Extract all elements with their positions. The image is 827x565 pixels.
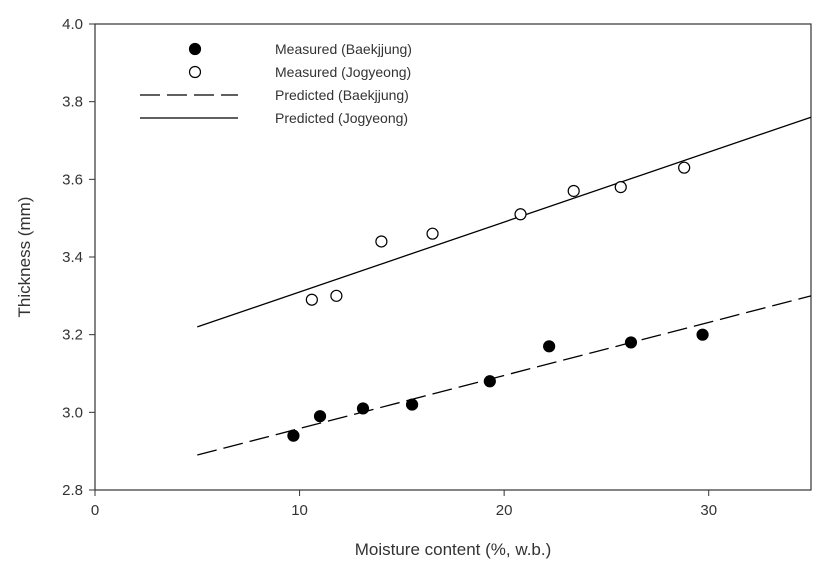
legend-label: Measured (Baekjjung) — [275, 41, 412, 57]
y-tick-label: 3.4 — [62, 249, 83, 266]
data-point-filled — [483, 375, 496, 388]
data-point-filled — [543, 340, 556, 353]
legend: Measured (Baekjjung) Measured (Jogyeong) P… — [140, 41, 412, 126]
series-points — [287, 161, 709, 442]
legend-marker-swatch — [188, 65, 202, 79]
data-point-open — [375, 235, 388, 248]
data-point-open — [614, 181, 627, 194]
data-point-open — [678, 161, 691, 174]
predicted-line-dashed — [197, 295, 812, 456]
axis-ticks: 0 10 20 30 2.8 3.0 3.2 3.4 3.6 3.8 4.0 — [62, 16, 717, 519]
x-tick-label: 20 — [496, 502, 513, 519]
series-lines — [197, 116, 812, 456]
legend-marker-swatch — [188, 42, 202, 56]
predicted-line-solid — [197, 116, 812, 328]
y-tick-label: 3.0 — [62, 404, 83, 421]
x-tick-label: 30 — [700, 502, 717, 519]
legend-label: Predicted (Baekjjung) — [275, 87, 409, 103]
data-point-filled — [313, 410, 327, 423]
y-tick-label: 3.6 — [62, 171, 83, 188]
y-axis-title: Thickness (mm) — [15, 197, 34, 318]
data-point-filled — [356, 402, 370, 415]
x-axis-title: Moisture content (%, w.b.) — [355, 540, 552, 559]
data-point-open — [305, 293, 318, 306]
data-point-filled — [696, 328, 709, 341]
x-tick-label: 10 — [291, 502, 308, 519]
y-tick-label: 3.2 — [62, 327, 83, 344]
plot-frame — [94, 23, 812, 491]
data-point-open — [514, 208, 527, 221]
x-tick-label: 0 — [91, 502, 99, 519]
legend-label: Measured (Jogyeong) — [275, 64, 411, 80]
data-point-filled — [287, 429, 300, 442]
y-tick-label: 3.8 — [62, 94, 83, 111]
y-tick-label: 2.8 — [62, 482, 83, 499]
legend-label: Predicted (Jogyeong) — [275, 110, 408, 126]
data-point-filled — [624, 336, 638, 349]
data-point-filled — [405, 398, 419, 411]
data-point-open — [330, 289, 343, 302]
data-point-open — [567, 184, 580, 198]
data-point-open — [426, 227, 439, 240]
y-tick-label: 4.0 — [62, 16, 83, 33]
